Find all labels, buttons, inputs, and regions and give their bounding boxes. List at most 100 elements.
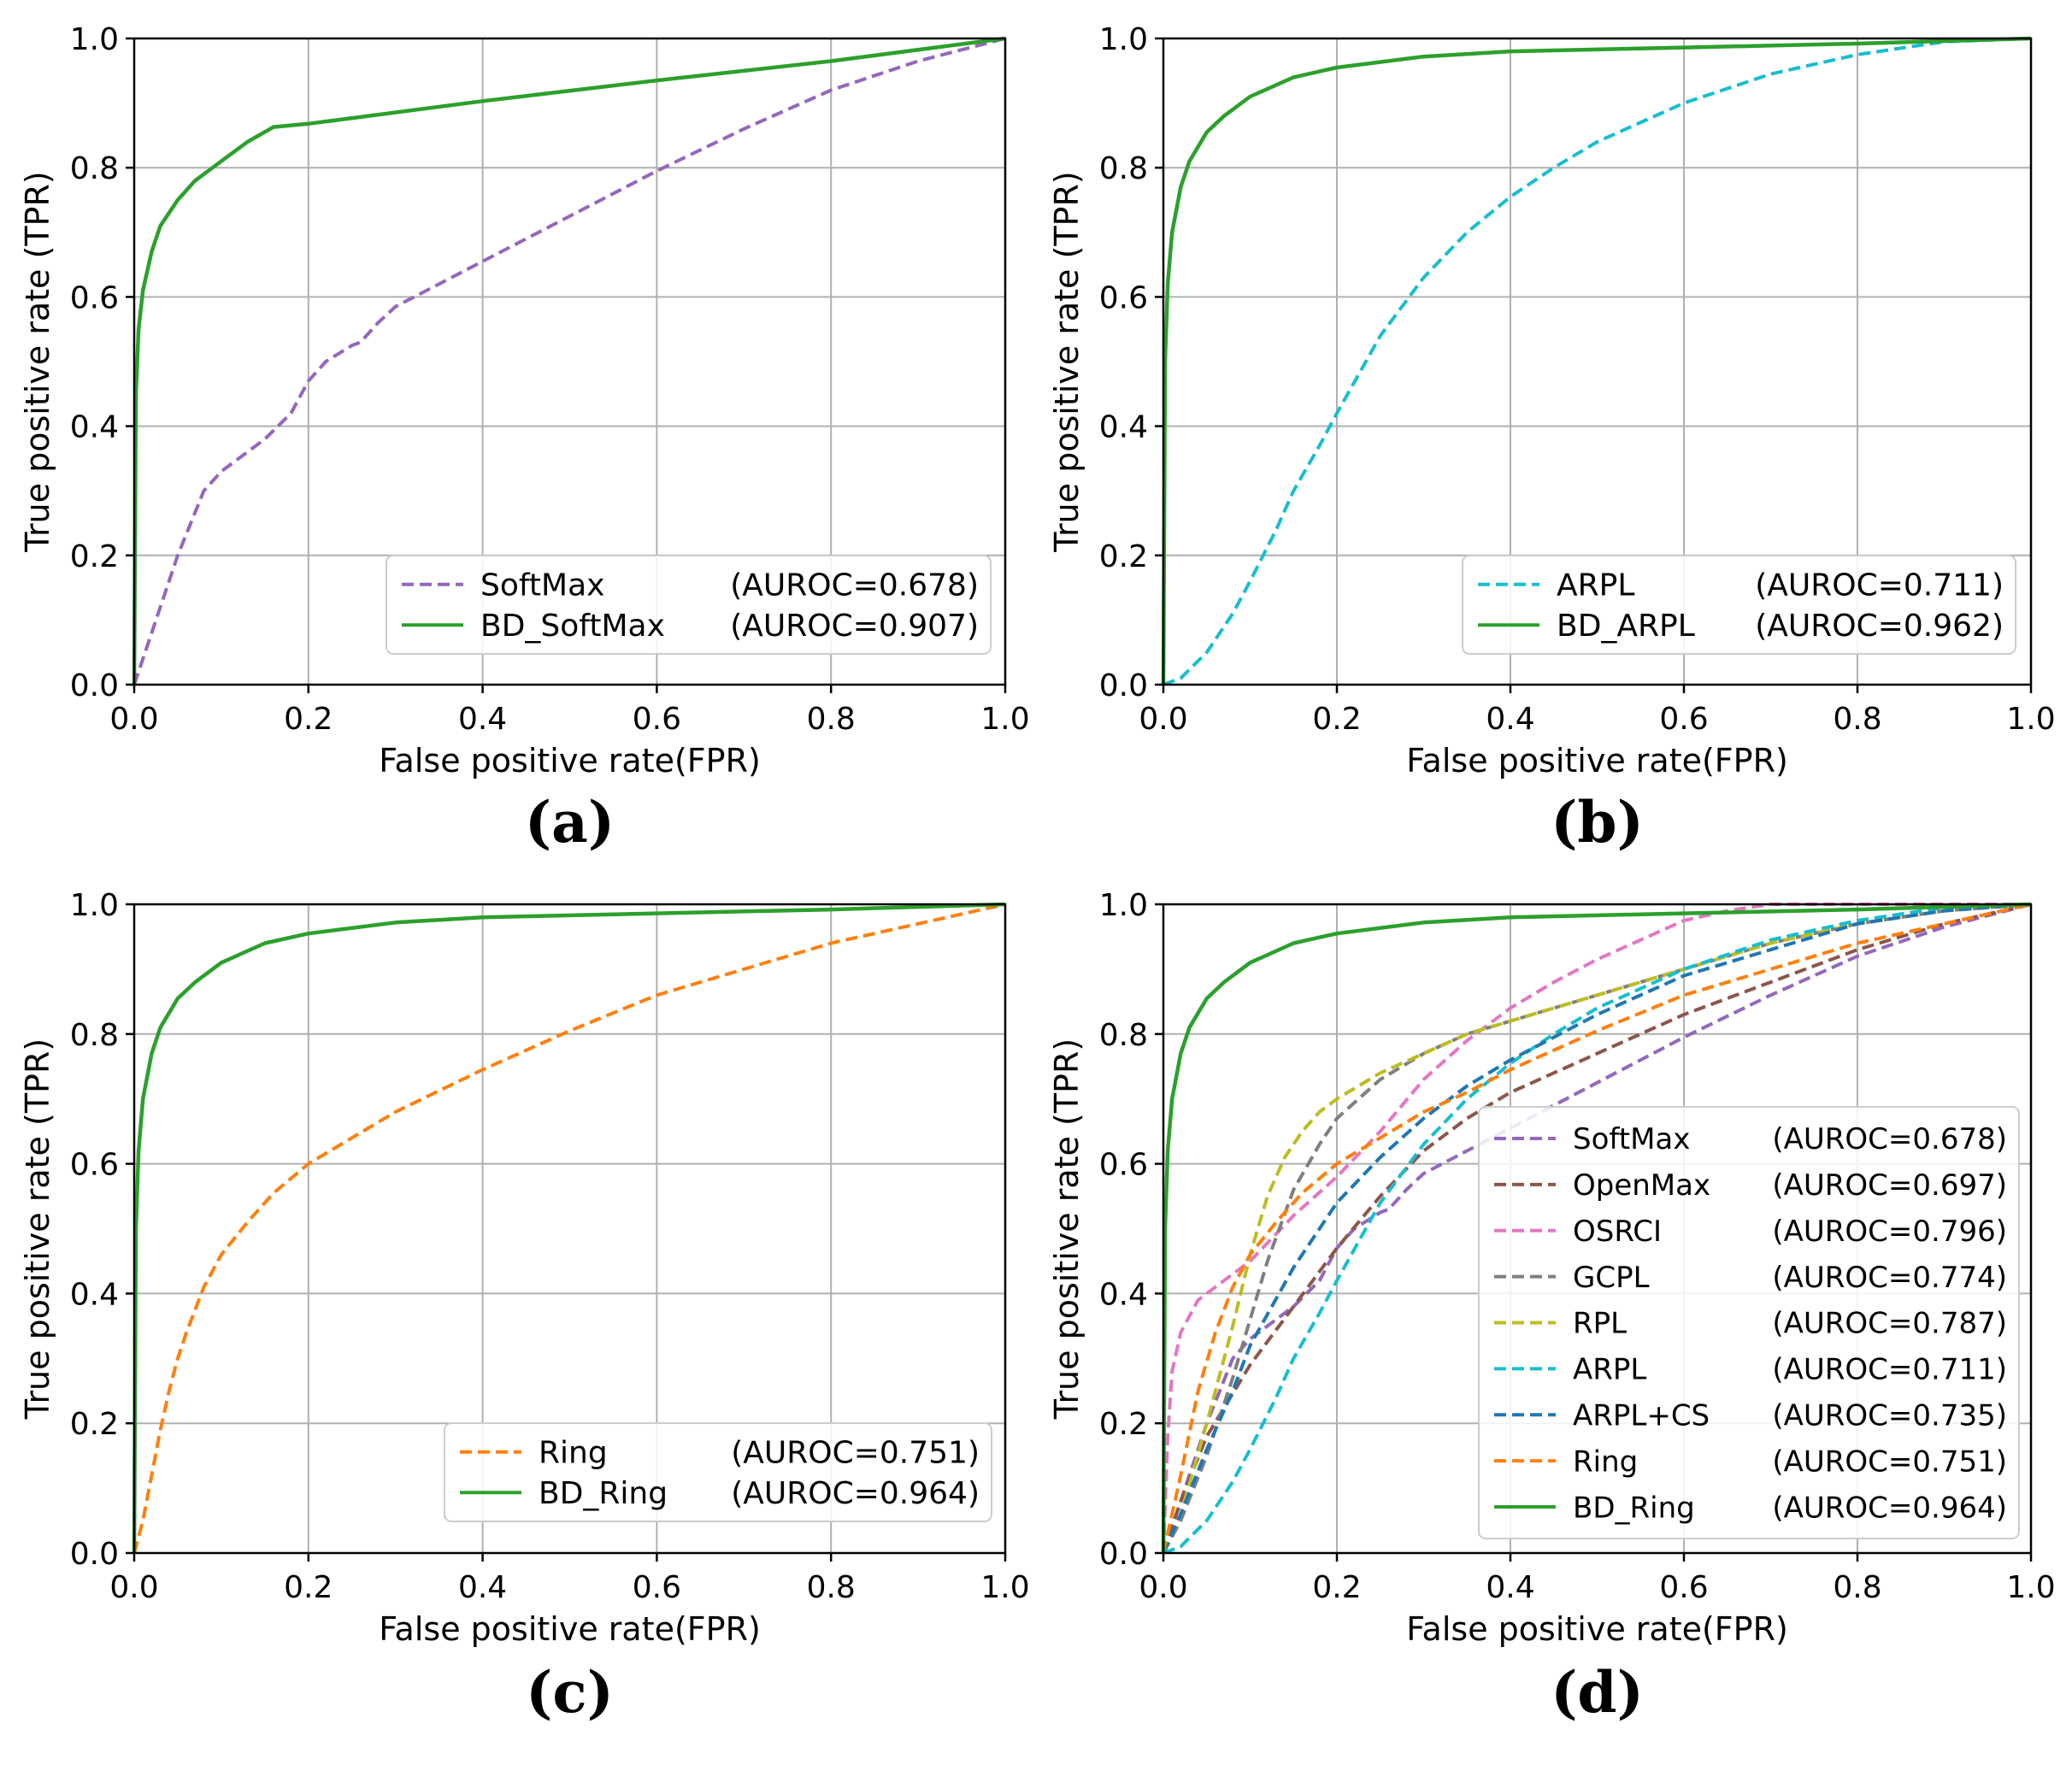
y-tick-label: 1.0 xyxy=(1099,888,1148,923)
x-tick-label: 0.2 xyxy=(1312,1570,1361,1605)
legend: SoftMax (AUROC=0.678) OpenMax (AUROC=0.697)… xyxy=(1478,1106,2020,1539)
legend-entry-auroc: (AUROC=0.678) xyxy=(730,568,979,603)
x-tick-label: 0.6 xyxy=(1659,1570,1708,1605)
chart-panel-b: 0.0 0.2 0.4 0.6 0.8 1.0 0.0 0.2 0.4 0.6 0.8 1.0 Fals… xyxy=(1048,22,2056,856)
y-axis-label: True positive rate (TPR) xyxy=(19,1038,56,1420)
legend-box xyxy=(444,1422,992,1522)
legend-entry-auroc: (AUROC=0.711) xyxy=(1772,1353,2007,1387)
legend-entry-auroc: (AUROC=0.907) xyxy=(730,609,979,644)
y-tick-label: 0.8 xyxy=(70,1018,119,1053)
x-tick-label: 0.0 xyxy=(1139,702,1187,737)
x-tick-label: 0.0 xyxy=(109,1570,158,1605)
plot-frame xyxy=(1162,903,2033,1555)
legend-entry-name: SoftMax xyxy=(1573,1122,1690,1156)
series-line-softmax xyxy=(132,37,1006,685)
series-line-bd-arpl xyxy=(1161,36,2032,685)
series-line-arpl xyxy=(1163,903,2032,1555)
x-axis-label: False positive rate(FPR) xyxy=(1406,742,1788,780)
legend-entry-auroc: (AUROC=0.964) xyxy=(1772,1491,2007,1525)
legend-entry-auroc: (AUROC=0.751) xyxy=(1772,1444,2007,1479)
x-tick-label: 0.8 xyxy=(807,702,856,737)
x-tick-label: 0.6 xyxy=(1659,702,1708,737)
series-line-osrci xyxy=(1162,903,2031,1554)
x-tick-label: 0.0 xyxy=(1139,1570,1187,1605)
x-tick-label: 0.6 xyxy=(633,1570,681,1605)
y-tick-label: 0.4 xyxy=(1099,1277,1148,1312)
y-tick-label: 0.8 xyxy=(1099,1018,1148,1053)
panel-label: (a) xyxy=(525,789,615,856)
x-tick-label: 0.6 xyxy=(633,702,681,737)
legend-entry-name: ARPL xyxy=(1557,568,1634,603)
x-axis-label: False positive rate(FPR) xyxy=(379,1610,761,1648)
panel-label: (c) xyxy=(526,1659,614,1726)
x-tick-label: 0.4 xyxy=(1486,1570,1534,1605)
legend-entry-auroc: (AUROC=0.774) xyxy=(1772,1261,2007,1295)
y-tick-label: 1.0 xyxy=(70,22,119,57)
legend-entry-name: OSRCI xyxy=(1573,1215,1662,1249)
legend-entry-name: Ring xyxy=(539,1436,608,1471)
legend-box xyxy=(386,555,992,655)
y-tick-label: 0.6 xyxy=(70,1148,119,1183)
legend-entry-name: ARPL xyxy=(1573,1353,1646,1387)
y-tick-label: 0.2 xyxy=(1099,1407,1148,1442)
series-line-bd-ring xyxy=(132,902,1006,1554)
x-tick-label: 1.0 xyxy=(2006,1570,2055,1605)
series-line-ring xyxy=(132,903,1006,1554)
legend-entry-name: SoftMax xyxy=(480,568,604,603)
y-tick-label: 0.0 xyxy=(1099,668,1148,703)
y-tick-label: 0.2 xyxy=(1099,539,1148,574)
x-axis-label: False positive rate(FPR) xyxy=(379,742,761,780)
y-tick-label: 0.2 xyxy=(70,1407,119,1442)
series-line-bd-softmax xyxy=(132,36,1006,685)
y-tick-label: 1.0 xyxy=(1099,22,1148,57)
x-tick-label: 0.4 xyxy=(458,702,507,737)
x-tick-label: 1.0 xyxy=(980,1570,1029,1605)
y-tick-label: 0.0 xyxy=(70,668,119,703)
y-axis-label: True positive rate (TPR) xyxy=(19,171,56,552)
x-tick-label: 0.4 xyxy=(458,1570,507,1605)
legend: Ring (AUROC=0.751) BD_Ring (AUROC=0.964) xyxy=(444,1422,992,1522)
legend-entry-auroc: (AUROC=0.962) xyxy=(1755,609,2004,644)
y-axis-label: True positive rate (TPR) xyxy=(1048,171,1086,552)
y-tick-label: 0.4 xyxy=(70,1277,119,1312)
x-tick-label: 0.0 xyxy=(109,702,158,737)
y-tick-label: 0.6 xyxy=(70,280,119,315)
legend-box xyxy=(1462,555,2016,655)
x-tick-label: 1.0 xyxy=(2006,702,2055,737)
y-tick-label: 0.4 xyxy=(70,410,119,445)
legend-entry-auroc: (AUROC=0.711) xyxy=(1755,568,2004,603)
legend-entry-name: BD_Ring xyxy=(539,1476,668,1511)
x-axis-label: False positive rate(FPR) xyxy=(1406,1610,1788,1648)
legend-entry-auroc: (AUROC=0.796) xyxy=(1772,1215,2007,1249)
legend-entry-name: BD_SoftMax xyxy=(480,609,665,644)
legend-entry-auroc: (AUROC=0.697) xyxy=(1772,1168,2007,1203)
x-tick-label: 0.8 xyxy=(1833,702,1881,737)
chart-panel-d: 0.0 0.2 0.4 0.6 0.8 1.0 0.0 0.2 0.4 0.6 0.8 1.0 Fals… xyxy=(1048,888,2056,1726)
plot-frame xyxy=(132,37,1007,686)
x-tick-label: 0.8 xyxy=(1833,1570,1881,1605)
x-tick-label: 0.4 xyxy=(1486,702,1534,737)
y-tick-label: 0.6 xyxy=(1099,280,1148,315)
legend-entry-auroc: (AUROC=0.787) xyxy=(1772,1307,2007,1341)
legend-entry-auroc: (AUROC=0.735) xyxy=(1772,1399,2007,1433)
legend-entry-auroc: (AUROC=0.964) xyxy=(731,1476,980,1511)
chart-panel-c: 0.0 0.2 0.4 0.6 0.8 1.0 0.0 0.2 0.4 0.6 0.8 1.0 Fals… xyxy=(19,888,1030,1726)
series-line-ring xyxy=(1162,903,2032,1554)
y-tick-label: 0.6 xyxy=(1099,1148,1148,1183)
legend-entry-name: BD_ARPL xyxy=(1557,609,1695,644)
plot-frame xyxy=(132,903,1007,1555)
y-tick-label: 1.0 xyxy=(70,888,119,923)
legend-box xyxy=(1478,1106,2020,1539)
y-tick-label: 0.8 xyxy=(1099,151,1148,186)
y-axis-label: True positive rate (TPR) xyxy=(1048,1038,1086,1420)
panel-label: (b) xyxy=(1551,789,1644,856)
series-line-bd-ring xyxy=(1161,902,2032,1554)
x-tick-label: 0.2 xyxy=(284,1570,333,1605)
series-line-softmax xyxy=(1162,903,2032,1554)
legend-entry-name: ARPL+CS xyxy=(1573,1399,1710,1433)
legend-entry-auroc: (AUROC=0.678) xyxy=(1772,1122,2007,1156)
x-tick-label: 0.2 xyxy=(1312,702,1361,737)
x-tick-label: 0.2 xyxy=(284,702,333,737)
legend-entry-name: BD_Ring xyxy=(1573,1491,1695,1525)
